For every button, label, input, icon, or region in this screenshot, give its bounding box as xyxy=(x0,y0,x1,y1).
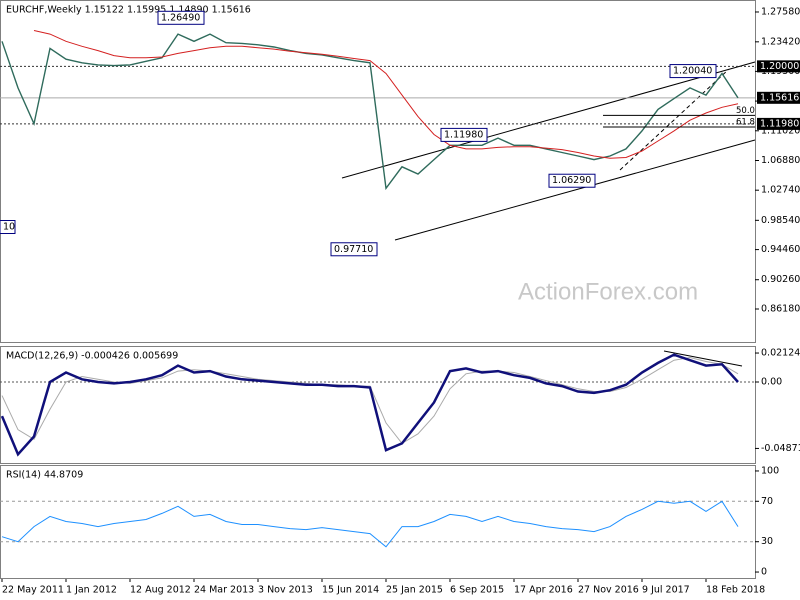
current-price-label: 1.15616 xyxy=(760,92,799,103)
x-tick-label: 18 Feb 2018 xyxy=(706,585,765,596)
y-tick-label: 30 xyxy=(761,536,773,547)
x-tick-label: 9 Jul 2017 xyxy=(642,585,690,596)
level-box xyxy=(757,117,800,130)
y-tick-label: 0.94460 xyxy=(761,244,800,255)
y-tick-label: 0.98540 xyxy=(761,215,800,226)
x-tick-label: 24 Mar 2013 xyxy=(194,585,254,596)
panel-title: MACD(12,26,9) -0.000426 0.005699 xyxy=(6,351,178,362)
series-line xyxy=(1,33,739,191)
panel-frame xyxy=(0,0,756,343)
annotation-label: 10 xyxy=(3,222,15,233)
y-tick-label: 100 xyxy=(761,465,779,476)
y-tick-label: 0.90260 xyxy=(761,274,800,285)
channel-lower xyxy=(394,139,756,241)
series-line xyxy=(1,500,739,548)
y-tick-label: 1.23420 xyxy=(761,36,800,47)
annotation-box xyxy=(669,64,717,79)
y-tick-label: 0 xyxy=(761,567,767,578)
x-tick-label: 6 Sep 2015 xyxy=(450,585,504,596)
x-tick-label: 25 Jan 2015 xyxy=(386,585,443,596)
channel-mid xyxy=(619,69,729,171)
x-tick-label: 17 Apr 2016 xyxy=(514,585,573,596)
panel-title: EURCHF,Weekly 1.15122 1.15995 1.14890 1.… xyxy=(6,5,251,16)
current-price-box xyxy=(757,91,800,104)
panel-frame xyxy=(0,346,756,464)
x-tick-label: 12 Aug 2012 xyxy=(130,585,191,596)
series-line xyxy=(33,30,739,159)
annotation-label: 1.06290 xyxy=(552,175,591,186)
series-line xyxy=(1,356,739,445)
y-tick-label: 1.02740 xyxy=(761,185,800,196)
x-tick-label: 1 Jan 2012 xyxy=(66,585,117,596)
level-label: 1.11980 xyxy=(760,118,799,129)
x-tick-label: 27 Nov 2016 xyxy=(578,585,639,596)
y-tick-label: -0.048716 xyxy=(761,443,800,454)
annotation-box xyxy=(157,10,205,25)
fib-label: 50.0 xyxy=(736,106,755,116)
y-tick-label: 0.86180 xyxy=(761,303,800,314)
y-tick-label: 1.11020 xyxy=(761,125,800,136)
series-line xyxy=(0,353,739,457)
annotation-box xyxy=(0,220,16,234)
y-tick-label: 1.06880 xyxy=(761,155,800,166)
annotation-box xyxy=(440,127,488,142)
panel-frame xyxy=(0,465,756,579)
y-tick-label: 1.27580 xyxy=(761,6,800,17)
level-box xyxy=(757,60,800,73)
annotation-label: 1.11980 xyxy=(444,129,483,140)
watermark: ActionForex.com xyxy=(518,278,698,305)
macd-trendline xyxy=(663,350,743,367)
x-tick-label: 15 Jun 2014 xyxy=(322,585,379,596)
annotation-box xyxy=(330,242,378,257)
panel-title: RSI(14) 44.8709 xyxy=(6,470,83,481)
x-tick-label: 3 Nov 2013 xyxy=(258,585,313,596)
channel-upper xyxy=(341,61,756,179)
annotation-label: 1.26490 xyxy=(161,12,200,23)
y-tick-label: 0.021242 xyxy=(761,348,800,359)
y-tick-label: 70 xyxy=(761,496,773,507)
annotation-label: 1.20040 xyxy=(673,66,712,77)
y-tick-label: 0.00 xyxy=(761,377,782,388)
x-tick-label: 22 May 2011 xyxy=(2,585,64,596)
fib-label: 61.8 xyxy=(736,118,755,128)
level-label: 1.20000 xyxy=(760,61,799,72)
annotation-box xyxy=(548,173,596,188)
annotation-label: 0.97710 xyxy=(334,244,373,255)
